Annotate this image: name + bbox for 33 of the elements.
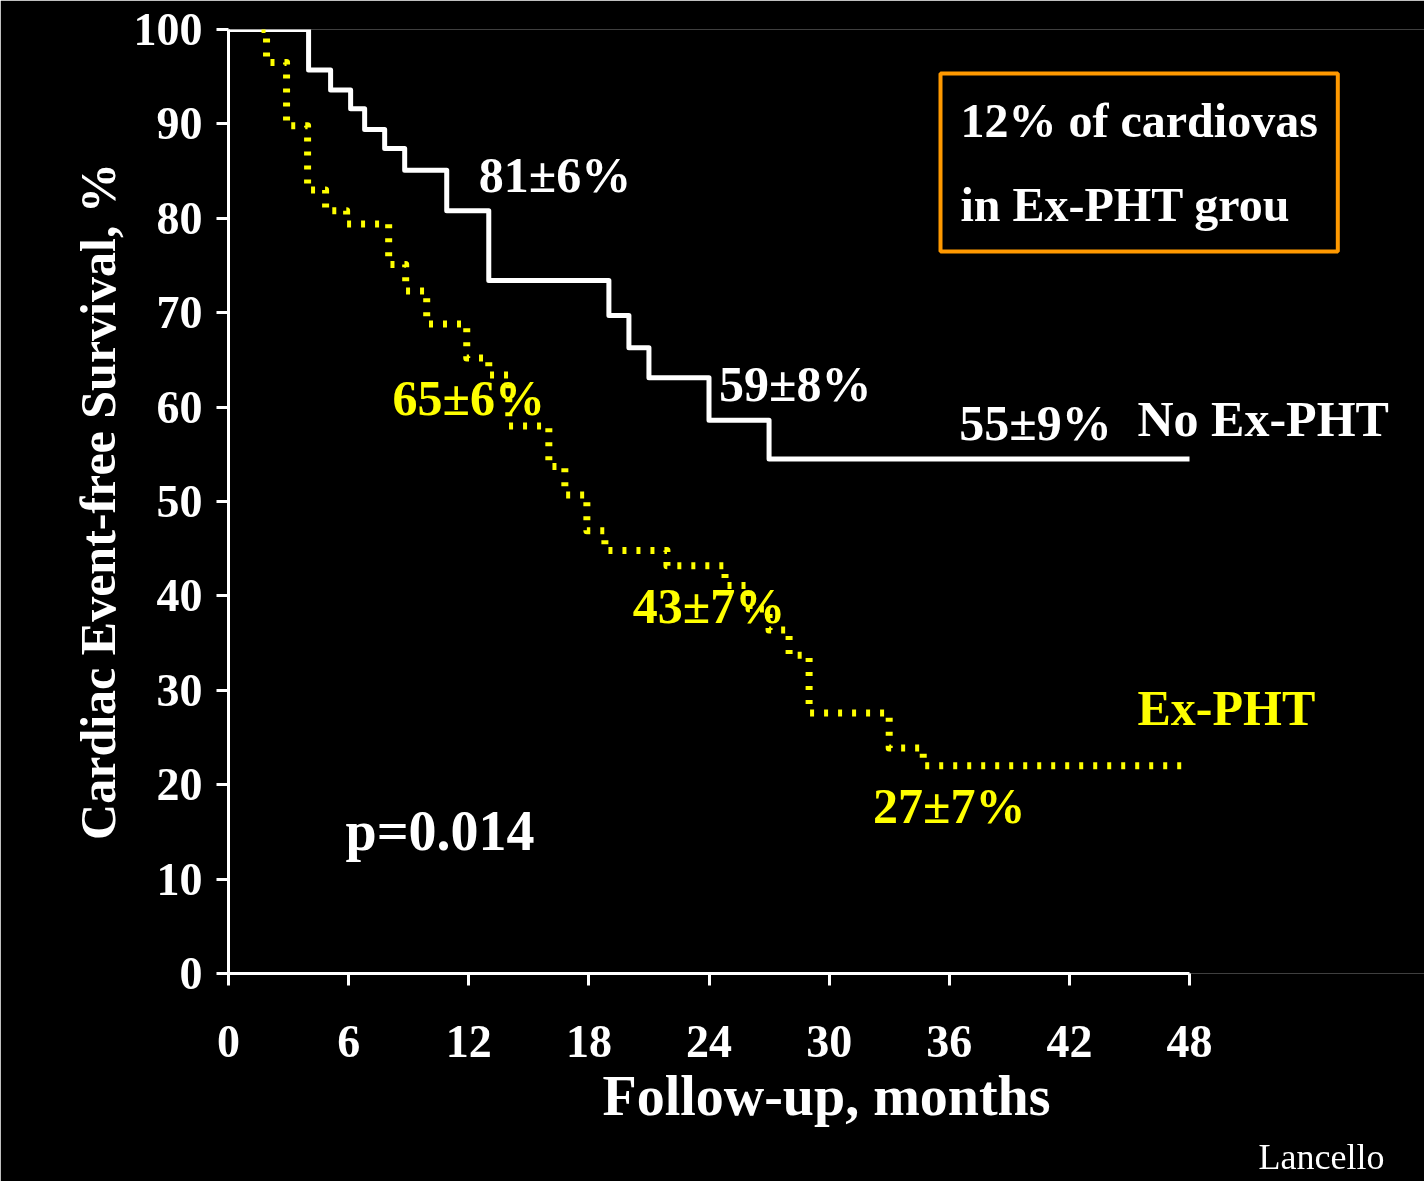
text: Lancello (1258, 1136, 1385, 1177)
y-tick-label: 90 (156, 98, 203, 150)
y-tick-label: 10 (156, 853, 203, 905)
annotation: 81±6% (478, 146, 632, 203)
y-tick-label: 100 (133, 4, 203, 55)
y-tick-label: 70 (156, 287, 203, 339)
y-tick-label: 50 (156, 476, 203, 527)
x-tick-label: 24 (686, 1015, 732, 1067)
annotation: 55±9% (959, 395, 1112, 452)
annotation: 27±7% (873, 777, 1026, 834)
annotation: 65±6% (392, 370, 545, 427)
x-tick-label: 6 (337, 1015, 361, 1067)
series-label: Ex-PHT (1137, 679, 1316, 736)
annotation: 12% of cardiovas in Ex-PHT grou (960, 93, 1318, 232)
y-tick-label: 40 (156, 570, 203, 622)
x-tick-label: 48 (1166, 1015, 1213, 1067)
y-tick-label: 0 (179, 948, 203, 999)
annotation: p=0.014 (345, 799, 535, 862)
x-axis-title: Follow-up, months (602, 1064, 1051, 1127)
x-tick-label: 12 (445, 1015, 492, 1067)
x-tick-label: 36 (926, 1015, 973, 1067)
x-tick-label: 30 (806, 1015, 853, 1067)
series-label: No Ex-PHT (1137, 391, 1389, 448)
y-tick-label: 20 (156, 759, 203, 811)
annotation: 43±7% (632, 577, 786, 634)
x-tick-label: 42 (1046, 1015, 1093, 1067)
x-tick-label: 0 (217, 1015, 240, 1067)
y-tick-label: 60 (156, 381, 203, 433)
y-axis-title: Cardiac Event-free Survival, % (69, 163, 126, 840)
annotation: 59±8% (719, 356, 872, 413)
y-tick-label: 30 (156, 664, 203, 716)
y-tick-label: 80 (156, 192, 203, 244)
x-tick-label: 18 (565, 1015, 612, 1067)
